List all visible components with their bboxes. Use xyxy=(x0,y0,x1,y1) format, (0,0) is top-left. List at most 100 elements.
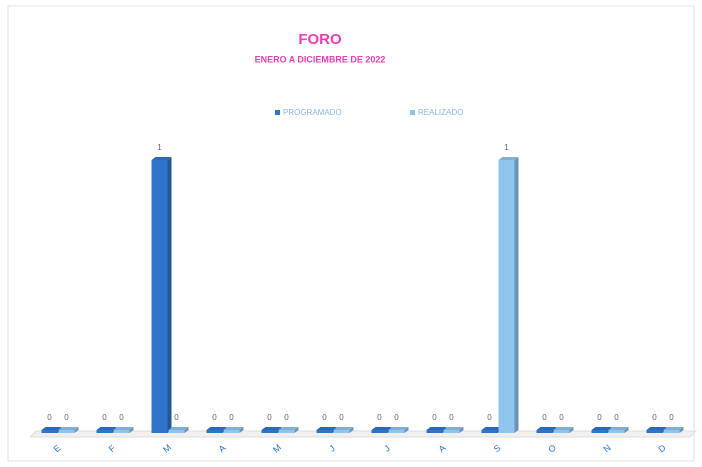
data-label: 0 xyxy=(394,413,399,422)
bar-face xyxy=(569,427,574,433)
bar-face xyxy=(426,430,443,433)
data-label: 0 xyxy=(267,413,272,422)
x-tick-label: J xyxy=(382,443,392,454)
bar xyxy=(553,427,574,433)
data-label: 0 xyxy=(542,413,547,422)
bar-face xyxy=(371,430,388,433)
bar-face xyxy=(41,427,62,430)
bar xyxy=(151,157,172,433)
bar-face xyxy=(553,427,574,430)
data-label: 1 xyxy=(157,143,162,152)
bar xyxy=(223,427,244,433)
bar xyxy=(388,427,409,433)
bar xyxy=(278,427,299,433)
bar-face xyxy=(74,427,79,433)
legend-label: PROGRAMADO xyxy=(283,108,342,117)
bar xyxy=(608,427,629,433)
bar-face xyxy=(388,427,409,430)
bar-face xyxy=(608,430,625,433)
bar-face xyxy=(96,430,113,433)
x-tick-label: N xyxy=(601,443,612,455)
bar-face xyxy=(206,427,227,430)
data-label: 0 xyxy=(449,413,454,422)
bar-face xyxy=(113,427,134,430)
chart-subtitle: ENERO A DICIEMBRE DE 2022 xyxy=(255,54,386,64)
bar-face xyxy=(481,430,498,433)
bar-face xyxy=(316,427,337,430)
bar-face xyxy=(371,427,392,430)
chart-title: FORO xyxy=(298,31,342,48)
x-tick-label: A xyxy=(437,443,448,455)
bar-face xyxy=(168,427,189,430)
bar-face xyxy=(129,427,134,433)
data-label: 0 xyxy=(174,413,179,422)
data-label: 0 xyxy=(64,413,69,422)
data-label: 0 xyxy=(432,413,437,422)
data-label: 0 xyxy=(487,413,492,422)
bar-face xyxy=(404,427,409,433)
bar-face xyxy=(316,430,333,433)
bar-face xyxy=(536,427,557,430)
bar-face xyxy=(498,157,519,160)
bar-face xyxy=(553,430,570,433)
bar-face xyxy=(168,430,185,433)
legend-swatch xyxy=(410,110,415,115)
x-tick-label: F xyxy=(107,443,118,455)
bar xyxy=(333,427,354,433)
data-label: 0 xyxy=(377,413,382,422)
bar xyxy=(113,427,134,433)
bar-face xyxy=(113,430,130,433)
bar-face xyxy=(58,430,75,433)
bar-face xyxy=(294,427,299,433)
x-tick-label: J xyxy=(327,443,337,454)
bar xyxy=(443,427,464,433)
data-label: 0 xyxy=(597,413,602,422)
legend-swatch xyxy=(275,110,280,115)
bar-face xyxy=(184,427,189,433)
bar-face xyxy=(151,157,172,160)
data-label: 0 xyxy=(669,413,674,422)
bar-face xyxy=(663,430,680,433)
bar-face xyxy=(646,430,663,433)
data-label: 0 xyxy=(229,413,234,422)
bar-face xyxy=(223,430,240,433)
bar-face xyxy=(206,430,223,433)
bar-face xyxy=(663,427,684,430)
data-label: 0 xyxy=(212,413,217,422)
bar-face xyxy=(498,160,515,433)
bar-face xyxy=(167,157,172,433)
bar-face xyxy=(278,427,299,430)
bar-face xyxy=(96,427,117,430)
bar xyxy=(58,427,79,433)
data-label: 1 xyxy=(504,143,509,152)
data-label: 0 xyxy=(652,413,657,422)
bar-face xyxy=(459,427,464,433)
bar xyxy=(498,157,519,433)
data-label: 0 xyxy=(284,413,289,422)
bar-face xyxy=(443,427,464,430)
data-label: 0 xyxy=(322,413,327,422)
chart-frame xyxy=(7,5,695,462)
bar-face xyxy=(41,430,58,433)
bar-face xyxy=(624,427,629,433)
bar xyxy=(663,427,684,433)
floor xyxy=(28,430,698,438)
bar-face xyxy=(591,427,612,430)
bar-face xyxy=(261,427,282,430)
bar-face xyxy=(481,427,502,430)
x-tick-label: D xyxy=(656,442,668,454)
data-label: 0 xyxy=(614,413,619,422)
bar xyxy=(168,427,189,433)
bar-face xyxy=(261,430,278,433)
bar-face xyxy=(349,427,354,433)
bar-face xyxy=(536,430,553,433)
bar-face xyxy=(333,427,354,430)
bar-face xyxy=(278,430,295,433)
bar-face xyxy=(426,427,447,430)
bar-face xyxy=(333,430,350,433)
bar-face xyxy=(679,427,684,433)
data-label: 0 xyxy=(339,413,344,422)
bar-face xyxy=(591,430,608,433)
bar-face xyxy=(223,427,244,430)
